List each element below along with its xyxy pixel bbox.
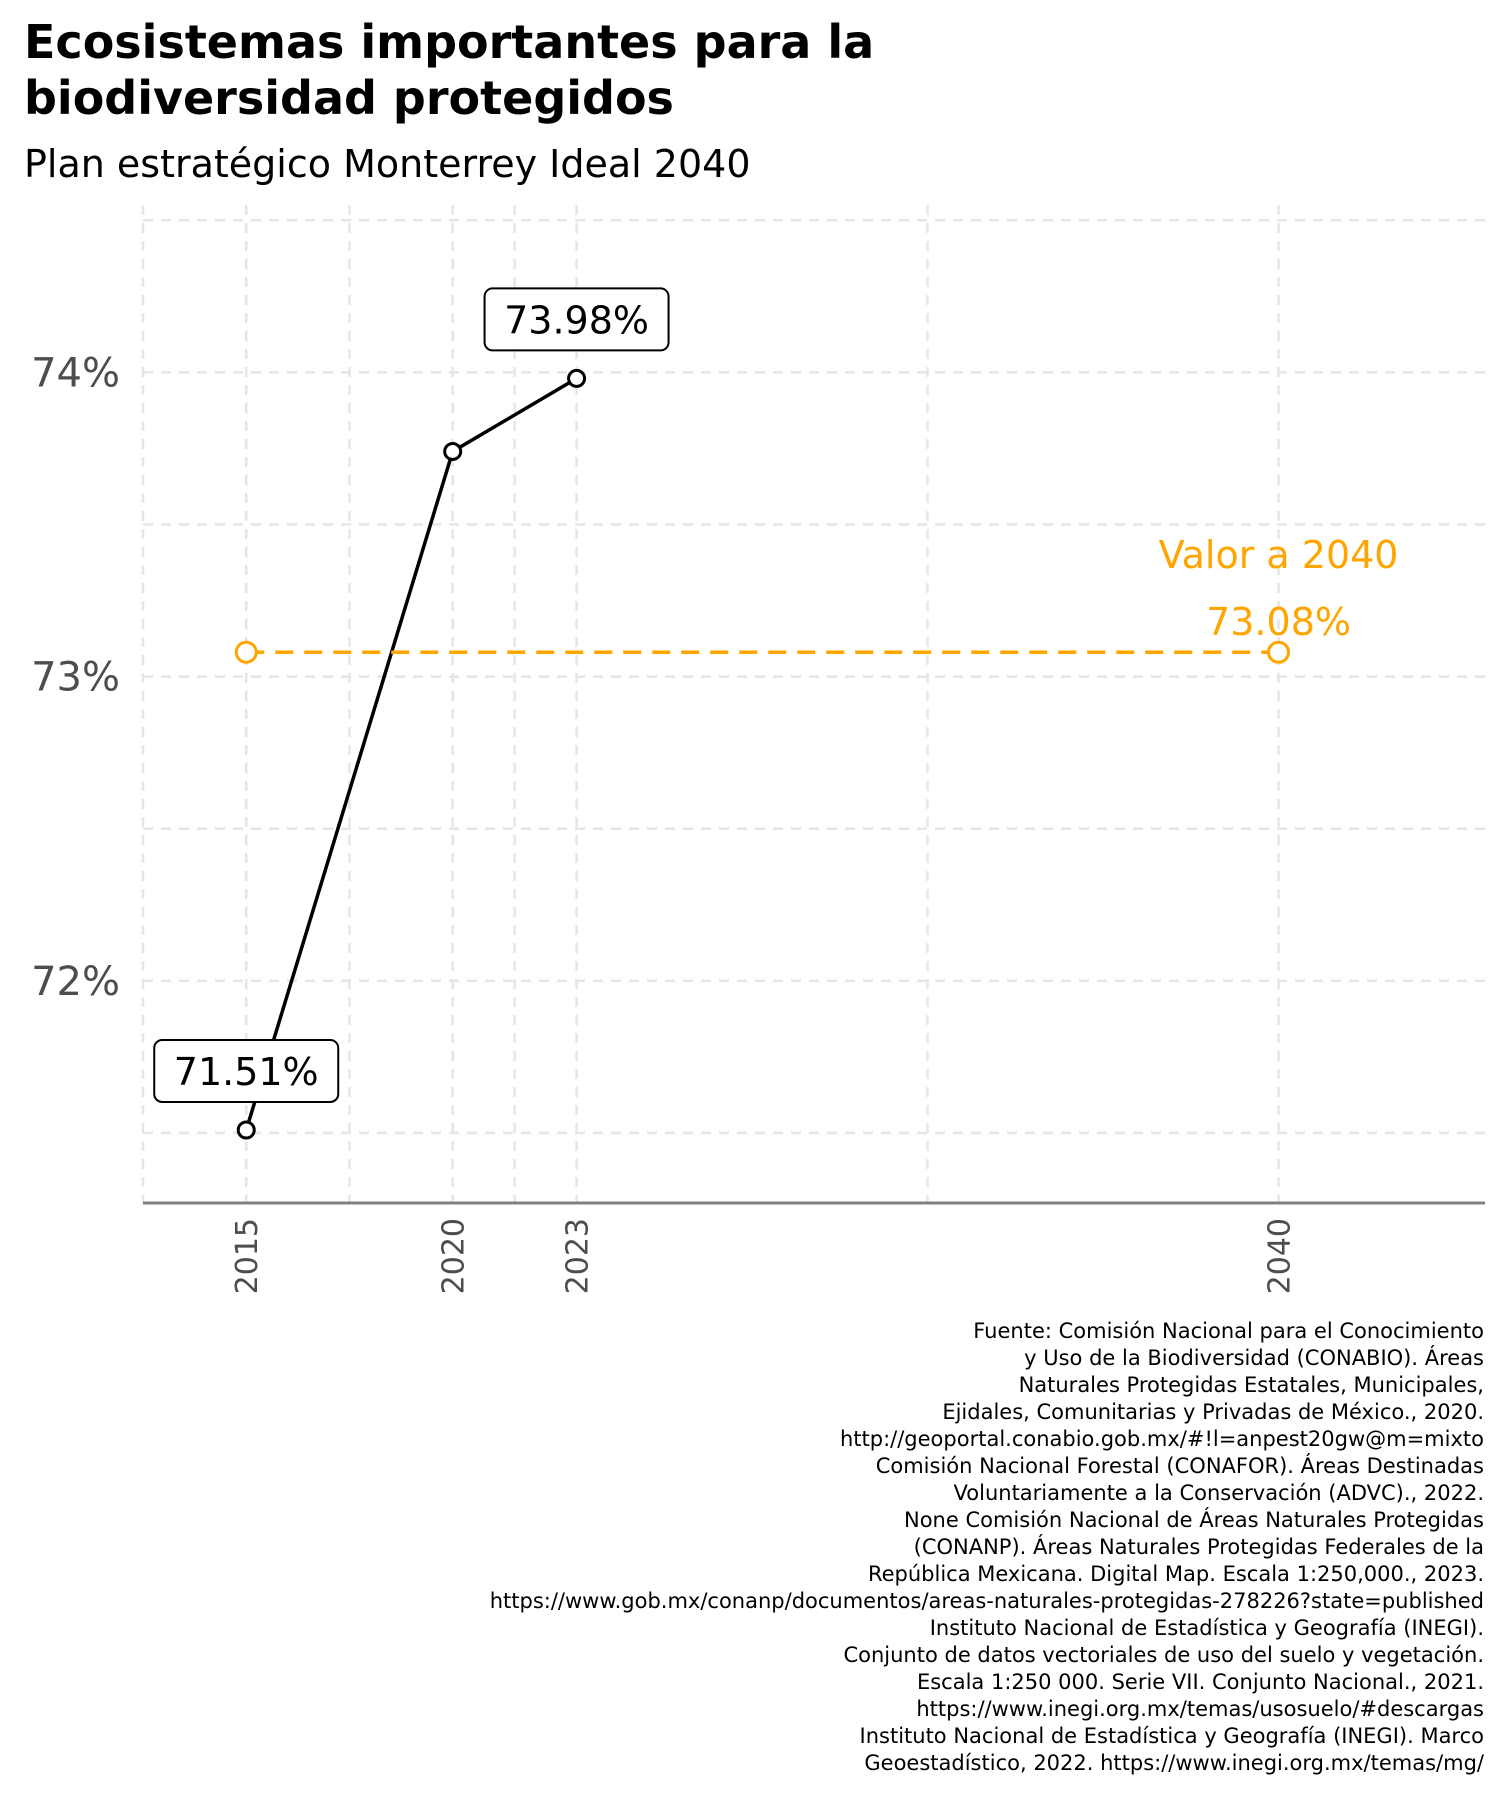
chart-subtitle: Plan estratégico Monterrey Ideal 2040 [24,142,751,186]
target-label-value: 73.08% [1206,600,1351,644]
target-point [1267,640,1291,664]
caption-line: Fuente: Comisión Nacional para el Conoci… [973,1319,1484,1343]
caption-line: https://www.gob.mx/conanp/documentos/are… [489,1589,1484,1613]
line-chart: 72% 73% 74% 2015 2020 2023 2040 71.51% 73.98% Val… [31,205,1485,1294]
caption-line: Conjunto de datos vectoriales de uso del… [843,1643,1484,1667]
y-tick-label: 74% [31,350,120,396]
data-label: 73.98% [504,298,649,342]
x-tick-label: 2015 [230,1218,265,1294]
caption-line: Escala 1:250 000. Serie VII. Conjunto Na… [916,1670,1484,1694]
caption-line: http://geoportal.conabio.gob.mx/#!l=anpe… [839,1427,1484,1451]
caption-line: Voluntariamente a la Conservación (ADVC)… [953,1481,1484,1505]
caption-line: https://www.inegi.org.mx/temas/usosuelo/… [916,1697,1484,1721]
caption-line: Naturales Protegidas Estatales, Municipa… [1018,1373,1484,1397]
y-tick-label: 72% [31,959,120,1005]
chart-title-line-2: biodiversidad protegidos [24,71,674,125]
data-label: 71.51% [174,1050,319,1094]
x-tick-label: 2020 [437,1218,472,1294]
caption-line: Geoestadístico, 2022. https://www.inegi.… [864,1751,1484,1775]
target-point [234,640,258,664]
x-tick-label: 2040 [1263,1218,1298,1294]
caption-line: (CONANP). Áreas Naturales Protegidas Fed… [913,1535,1484,1559]
caption-line: Ejidales, Comunitarias y Privadas de Méx… [942,1400,1484,1424]
caption-line: República Mexicana. Digital Map. Escala … [867,1562,1484,1586]
target-label-title: Valor a 2040 [1159,533,1399,577]
data-point [443,441,463,461]
caption-line: Instituto Nacional de Estadística y Geog… [859,1724,1484,1748]
caption-line: y Uso de la Biodiversidad (CONABIO). Áre… [1024,1346,1484,1370]
data-label-box [153,1038,340,1103]
caption-line: None Comisión Nacional de Áreas Naturale… [903,1508,1484,1532]
chart-title: Ecosistemas importantes para la biodiver… [24,14,1024,126]
caption-line: Instituto Nacional de Estadística y Geog… [929,1616,1484,1640]
x-tick-label: 2023 [561,1218,596,1294]
y-tick-label: 73% [31,655,120,701]
data-label-box [483,287,670,352]
source-caption: Fuente: Comisión Nacional para el Conoci… [284,1318,1484,1777]
chart-title-line-1: Ecosistemas importantes para la [24,15,875,69]
series-line [244,376,578,1131]
data-point [567,368,587,388]
caption-line: Comisión Nacional Forestal (CONAFOR). Ár… [875,1454,1484,1478]
data-point [236,1120,256,1140]
